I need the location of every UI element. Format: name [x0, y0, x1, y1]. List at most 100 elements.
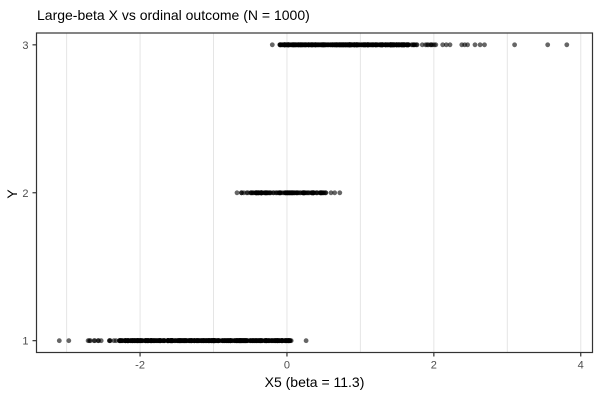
data-point [272, 338, 278, 344]
data-point [200, 338, 206, 344]
data-point [564, 42, 570, 48]
data-point [391, 42, 397, 48]
data-point [146, 338, 152, 344]
data-point [337, 190, 343, 196]
data-point [234, 190, 240, 196]
data-point [183, 338, 189, 344]
data-point [88, 338, 93, 344]
data-point [482, 42, 487, 48]
data-point [259, 338, 265, 344]
data-point [477, 42, 483, 48]
data-point [292, 42, 297, 48]
data-point [302, 42, 307, 48]
data-point [263, 338, 269, 344]
data-point [288, 338, 294, 344]
data-point [186, 338, 192, 344]
data-point [132, 338, 138, 344]
data-point [440, 42, 446, 48]
data-point [113, 338, 119, 344]
data-point [169, 338, 175, 344]
data-point [344, 42, 350, 48]
y-tick-label: 3 [22, 40, 28, 52]
data-point [279, 338, 284, 344]
data-point [253, 338, 259, 344]
data-point [309, 42, 315, 48]
data-point [303, 338, 309, 344]
data-point [239, 338, 245, 344]
data-point [138, 338, 144, 344]
data-point [125, 338, 131, 344]
data-point [243, 338, 249, 344]
data-point [254, 190, 260, 196]
plot-title: Large-beta X vs ordinal outcome (N = 100… [37, 7, 310, 23]
data-point [318, 190, 324, 196]
data-point [351, 42, 357, 48]
data-point [281, 42, 287, 48]
data-point [204, 338, 210, 344]
data-point [227, 338, 233, 344]
data-point [119, 338, 125, 344]
data-point [210, 338, 216, 344]
data-point [222, 338, 228, 344]
data-point [296, 42, 302, 48]
data-point [285, 338, 291, 344]
data-point [443, 42, 449, 48]
data-point [512, 42, 517, 48]
data-point [239, 190, 244, 196]
data-point [311, 190, 316, 196]
data-point [325, 42, 331, 48]
data-point [423, 42, 428, 48]
data-point [107, 338, 113, 344]
data-point [399, 42, 405, 48]
data-point [317, 42, 323, 48]
data-point [362, 42, 368, 48]
data-point [388, 42, 393, 48]
data-point [472, 42, 478, 48]
data-point [419, 42, 425, 48]
x-axis-title: X5 (beta = 11.3) [264, 374, 365, 390]
x-tick-label: 0 [284, 360, 290, 372]
y-tick-label: 1 [22, 336, 28, 348]
data-points-y2 [234, 190, 343, 196]
data-point [173, 338, 179, 344]
data-point [332, 190, 338, 196]
x-tick-label: 2 [431, 360, 437, 372]
data-point [301, 190, 307, 196]
data-point [56, 338, 62, 344]
data-point [95, 338, 101, 344]
y-axis-title: Y [4, 189, 20, 199]
y-tick-label: 2 [22, 188, 28, 200]
data-point [275, 338, 281, 344]
data-point [447, 42, 453, 48]
data-points-y3 [269, 42, 570, 48]
data-point [328, 190, 334, 196]
data-point [410, 42, 415, 48]
data-point [157, 338, 163, 344]
data-point [430, 42, 435, 48]
data-point [259, 190, 265, 196]
data-point [249, 190, 255, 196]
data-point [286, 42, 292, 48]
x-tick-label: -2 [135, 360, 145, 372]
data-point [414, 42, 420, 48]
data-point [321, 42, 327, 48]
data-point [545, 42, 551, 48]
data-points-y1 [56, 338, 309, 344]
data-point [297, 190, 303, 196]
data-point [277, 190, 283, 196]
data-point [465, 42, 470, 48]
data-point [269, 42, 275, 48]
data-point [348, 42, 353, 48]
data-point [267, 190, 273, 196]
x-tick-label: 4 [578, 360, 584, 372]
data-point [376, 42, 382, 48]
data-point [150, 338, 155, 344]
data-point [66, 338, 72, 344]
data-point [334, 42, 340, 48]
axes: -2 0 2 4 1 2 3 [22, 40, 583, 372]
data-point [288, 190, 293, 196]
data-point [234, 338, 239, 344]
data-point [196, 338, 202, 344]
